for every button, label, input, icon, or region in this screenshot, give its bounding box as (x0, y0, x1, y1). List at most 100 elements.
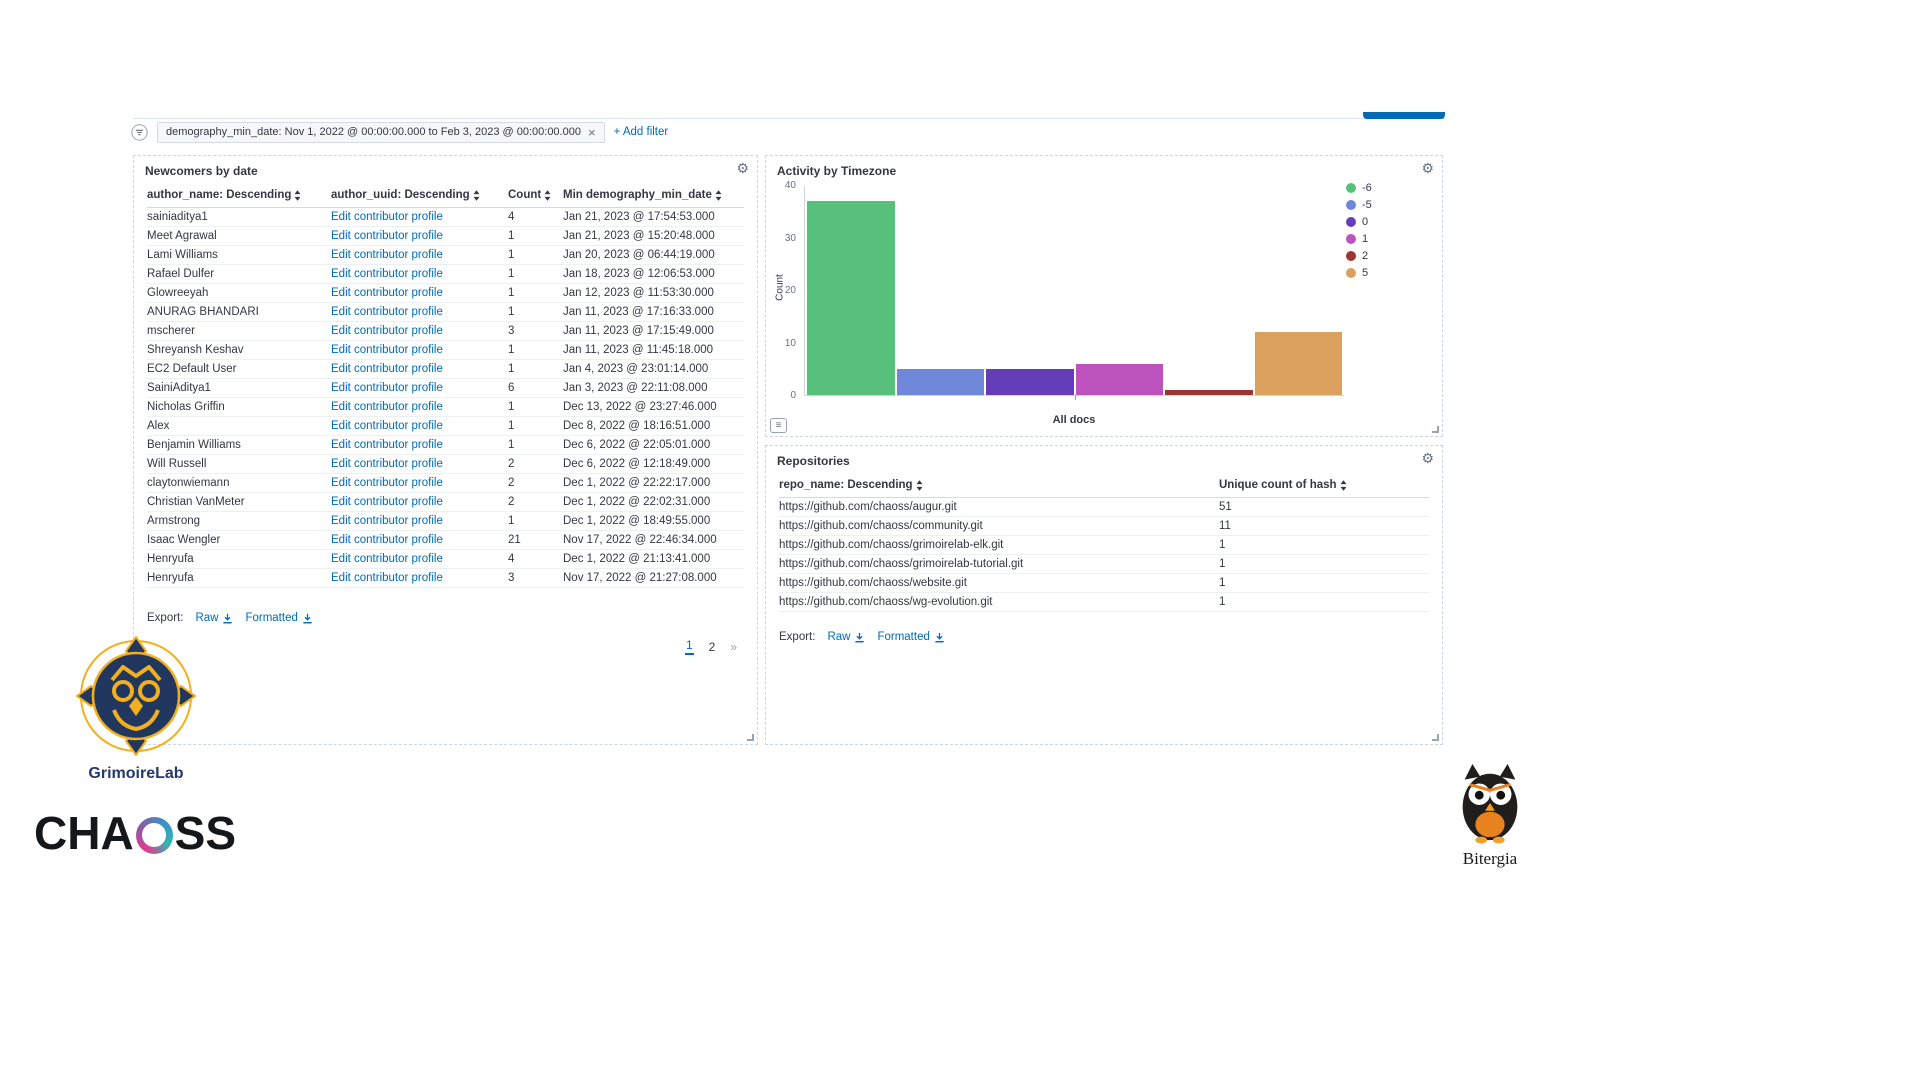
edit-contributor-link[interactable]: Edit contributor profile (331, 306, 443, 318)
author-name: Nicholas Griffin (147, 401, 225, 413)
repositories-table: repo_name: Descending Unique count of has… (779, 474, 1429, 612)
bar-tz-1[interactable] (1075, 363, 1163, 395)
legend-item[interactable]: -6 (1346, 182, 1372, 194)
gear-icon[interactable]: ⚙ (736, 160, 749, 176)
hash-count-value: 1 (1219, 539, 1226, 551)
legend-item[interactable]: 2 (1346, 250, 1372, 262)
legend-item[interactable]: 1 (1346, 233, 1372, 245)
download-icon (303, 613, 312, 623)
edit-contributor-link[interactable]: Edit contributor profile (331, 420, 443, 432)
add-filter-button[interactable]: + Add filter (613, 126, 669, 138)
edit-contributor-link[interactable]: Edit contributor profile (331, 553, 443, 565)
min-date-value: Dec 6, 2022 @ 12:18:49.000 (563, 458, 711, 470)
edit-contributor-link[interactable]: Edit contributor profile (331, 344, 443, 356)
min-date-value: Jan 11, 2023 @ 17:16:33.000 (563, 306, 714, 318)
panel-newcomers: Newcomers by date ⚙ author_name: Descend… (133, 155, 758, 745)
legend-label: 0 (1362, 216, 1369, 228)
author-name: EC2 Default User (147, 363, 237, 375)
resize-handle[interactable] (747, 734, 754, 741)
edit-contributor-link[interactable]: Edit contributor profile (331, 230, 443, 242)
bitergia-logo: Bitergia (1448, 762, 1532, 869)
edit-contributor-link[interactable]: Edit contributor profile (331, 477, 443, 489)
min-date-value: Jan 21, 2023 @ 17:54:53.000 (563, 211, 715, 223)
repo-name: https://github.com/chaoss/grimoirelab-tu… (779, 558, 1024, 570)
table-row: sainiaditya1 Edit contributor profile 4 … (147, 208, 744, 227)
filter-pill-label: demography_min_date: Nov 1, 2022 @ 00:00… (166, 126, 581, 138)
column-header[interactable]: Min demography_min_date (563, 189, 744, 201)
count-value: 1 (508, 515, 515, 527)
chaoss-text-left: CHA (34, 807, 134, 859)
legend-color-dot (1346, 251, 1356, 261)
page-button-1[interactable]: 1 (684, 638, 694, 655)
remove-filter-icon[interactable]: × (587, 124, 596, 140)
edit-contributor-link[interactable]: Edit contributor profile (331, 211, 443, 223)
export-raw-link[interactable]: Raw (827, 631, 865, 643)
bar-tz-0[interactable] (986, 368, 1074, 395)
bar-tz-2[interactable] (1165, 389, 1253, 395)
count-value: 3 (508, 572, 515, 584)
bitergia-wordmark: Bitergia (1462, 849, 1518, 868)
legend-item[interactable]: 0 (1346, 216, 1372, 228)
edit-contributor-link[interactable]: Edit contributor profile (331, 534, 443, 546)
grimoirelab-emblem-icon (75, 635, 197, 757)
count-value: 4 (508, 553, 515, 565)
column-header[interactable]: author_name: Descending (147, 189, 331, 201)
resize-handle[interactable] (1432, 426, 1439, 433)
edit-contributor-link[interactable]: Edit contributor profile (331, 439, 443, 451)
gear-icon[interactable]: ⚙ (1421, 450, 1434, 466)
table-row: ANURAG BHANDARI Edit contributor profile… (147, 303, 744, 322)
chaoss-logo: CHA SS (34, 806, 236, 860)
export-raw-link[interactable]: Raw (195, 612, 233, 624)
legend-color-dot (1346, 200, 1356, 210)
edit-contributor-link[interactable]: Edit contributor profile (331, 401, 443, 413)
page-button-2[interactable]: 2 (708, 639, 716, 654)
edit-contributor-link[interactable]: Edit contributor profile (331, 572, 443, 584)
page-button-»[interactable]: » (730, 639, 737, 654)
edit-contributor-link[interactable]: Edit contributor profile (331, 496, 443, 508)
legend-item[interactable]: -5 (1346, 199, 1372, 211)
export-formatted-link[interactable]: Formatted (877, 631, 944, 643)
table-row: Henryufa Edit contributor profile 3 Nov … (147, 569, 744, 588)
bar-tz--6[interactable] (807, 200, 895, 395)
edit-contributor-link[interactable]: Edit contributor profile (331, 382, 443, 394)
edit-contributor-link[interactable]: Edit contributor profile (331, 363, 443, 375)
hash-count-value: 1 (1219, 596, 1226, 608)
update-button-fragment[interactable] (1363, 112, 1445, 119)
count-value: 2 (508, 496, 515, 508)
edit-contributor-link[interactable]: Edit contributor profile (331, 268, 443, 280)
filter-pill[interactable]: demography_min_date: Nov 1, 2022 @ 00:00… (157, 121, 605, 143)
column-header[interactable]: author_uuid: Descending (331, 189, 508, 201)
min-date-value: Jan 4, 2023 @ 23:01:14.000 (563, 363, 709, 375)
column-header[interactable]: Unique count of hash (1219, 479, 1429, 491)
author-name: Rafael Dulfer (147, 268, 215, 280)
bar-tz--5[interactable] (896, 368, 984, 395)
edit-contributor-link[interactable]: Edit contributor profile (331, 515, 443, 527)
resize-handle[interactable] (1432, 734, 1439, 741)
table-row: Nicholas Griffin Edit contributor profil… (147, 398, 744, 417)
min-date-value: Dec 6, 2022 @ 22:05:01.000 (563, 439, 711, 451)
count-value: 1 (508, 363, 515, 375)
edit-contributor-link[interactable]: Edit contributor profile (331, 325, 443, 337)
table-row: https://github.com/chaoss/grimoirelab-el… (779, 536, 1429, 555)
edit-contributor-link[interactable]: Edit contributor profile (331, 458, 443, 470)
filter-icon[interactable] (131, 123, 148, 141)
edit-contributor-link[interactable]: Edit contributor profile (331, 287, 443, 299)
table-row: Isaac Wengler Edit contributor profile 2… (147, 531, 744, 550)
count-value: 1 (508, 230, 515, 242)
export-row: Export: Raw Formatted (779, 631, 945, 643)
x-axis-label: All docs (1052, 414, 1096, 426)
min-date-value: Dec 1, 2022 @ 22:22:17.000 (563, 477, 711, 489)
author-name: sainiaditya1 (147, 211, 208, 223)
column-header[interactable]: Count (508, 189, 563, 201)
export-formatted-link[interactable]: Formatted (245, 612, 312, 624)
topbar-divider (133, 118, 1445, 119)
legend-item[interactable]: 5 (1346, 267, 1372, 279)
newcomers-body: sainiaditya1 Edit contributor profile 4 … (147, 208, 744, 588)
min-date-value: Dec 13, 2022 @ 23:27:46.000 (563, 401, 717, 413)
column-header[interactable]: repo_name: Descending (779, 479, 1219, 491)
bar-tz-5[interactable] (1254, 332, 1342, 395)
newcomers-table: author_name: Descending author_uuid: Desc… (147, 184, 744, 588)
legend-toggle-button[interactable]: ≡ (770, 418, 787, 433)
edit-contributor-link[interactable]: Edit contributor profile (331, 249, 443, 261)
gear-icon[interactable]: ⚙ (1421, 160, 1434, 176)
